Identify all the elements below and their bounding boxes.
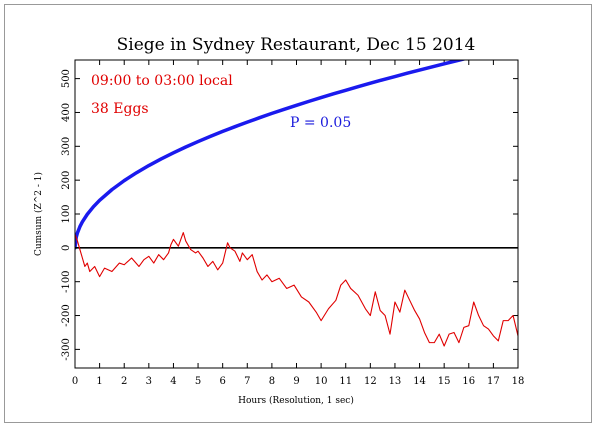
series-group [75,60,518,347]
y-tick-label: 500 [61,69,72,88]
p05-envelope-line [75,60,468,250]
y-tick-label: 300 [61,137,72,156]
x-tick-label: 11 [339,376,352,387]
x-tick-label: 8 [269,376,275,387]
x-tick-label: 12 [364,376,377,387]
figure-border [4,4,592,423]
x-tick-label: 1 [96,376,102,387]
y-axis-label: Cumsum (Z^2 - 1) [33,172,44,256]
y-tick-label: 400 [61,103,72,122]
x-tick-label: 4 [170,376,176,387]
x-tick-label: 5 [195,376,201,387]
x-tick-label: 7 [244,376,250,387]
x-tick-label: 10 [315,376,328,387]
x-tick-label: 9 [293,376,299,387]
x-tick-label: 16 [462,376,475,387]
x-tick-label: 15 [438,376,451,387]
chart-title: Siege in Sydney Restaurant, Dec 15 2014 [117,35,476,55]
x-tick-label: 17 [487,376,500,387]
annotation-time-range: 09:00 to 03:00 local [91,73,233,89]
cumulative-deviation-line [75,232,518,347]
axis-tick-labels: 0 1 2 3 4 5 6 7 8 9 10 11 12 13 14 15 16 17 18-300-200-100… [61,69,524,387]
y-tick-label: 100 [61,204,72,223]
x-tick-label: 0 [72,376,78,387]
x-tick-label: 18 [512,376,525,387]
annotation-p-value: P = 0.05 [290,115,351,131]
annotation-egg-count: 38 Eggs [91,101,149,117]
x-axis-label: Hours (Resolution, 1 sec) [238,395,354,406]
x-tick-label: 2 [121,376,127,387]
x-tick-label: 6 [219,376,225,387]
y-tick-label: -300 [61,338,72,360]
y-tick-label: -200 [61,304,72,326]
plot-area [74,59,519,369]
x-tick-label: 14 [413,376,426,387]
x-tick-label: 3 [146,376,152,387]
y-tick-label: -100 [61,270,72,292]
y-tick-label: 200 [61,171,72,190]
x-tick-label: 13 [389,376,402,387]
y-tick-label: 0 [61,245,72,251]
